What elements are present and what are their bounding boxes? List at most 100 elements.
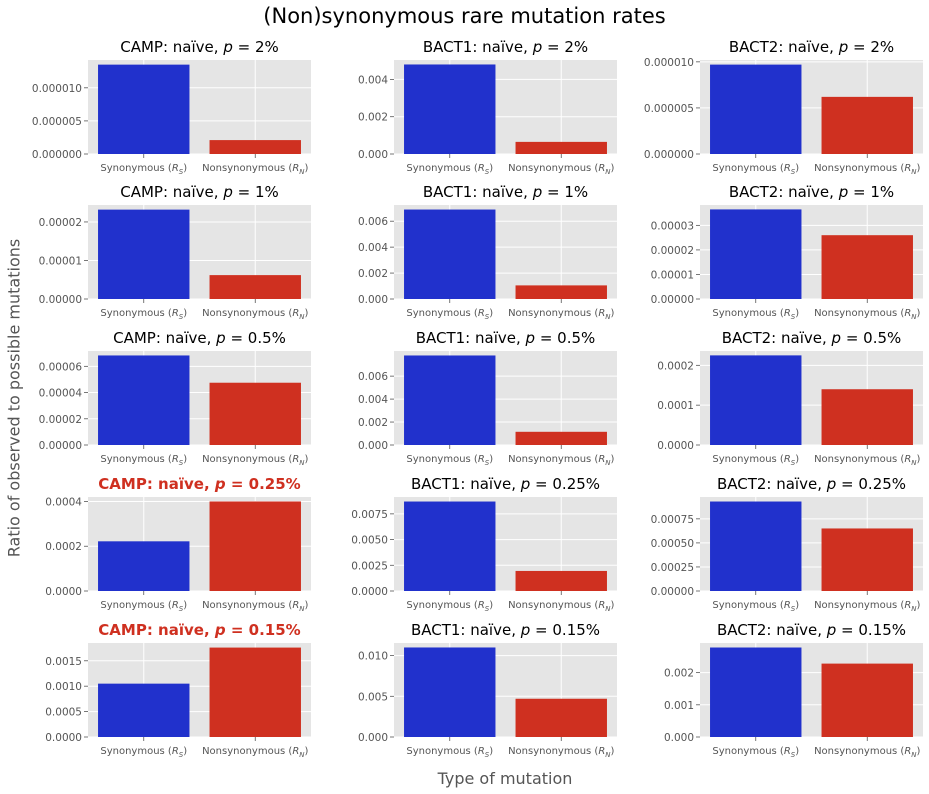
x-tick-label: Synonymous (RS) xyxy=(406,308,493,321)
y-tick-label: 0.0001 xyxy=(657,400,694,412)
x-tick-label: Nonsynonymous (RN) xyxy=(814,163,920,176)
x-tick-label: Synonymous (RS) xyxy=(406,600,493,613)
y-tick-label: 0.00000 xyxy=(651,586,694,598)
bar-nonsynonymous xyxy=(209,275,301,299)
y-tick-label: 0.00002 xyxy=(39,414,82,426)
x-tick-label: Nonsynonymous (RN) xyxy=(202,163,308,176)
x-tick-label: Nonsynonymous (RN) xyxy=(814,454,920,467)
x-tick-label: Synonymous (RS) xyxy=(100,163,187,176)
subplot-title: CAMP: naïve, p = 1% xyxy=(120,183,279,201)
subplot-camp-0-15pct: 0.0000 0.0005 0.0010 0.0015 Synonymous (RS) N… xyxy=(45,621,311,759)
x-tick-label: Synonymous (RS) xyxy=(712,454,799,467)
subplot-title: BACT1: naïve, p = 0.5% xyxy=(416,329,596,347)
bar-synonymous xyxy=(404,501,496,591)
subplot-bact1-1pct: 0.000 0.002 0.004 0.006 Synonymous (RS) Nonsy… xyxy=(358,183,617,321)
y-tick-label: 0.002 xyxy=(358,417,388,429)
bar-nonsynonymous xyxy=(515,698,607,737)
bar-synonymous xyxy=(710,355,802,445)
y-tick-label: 0.0000 xyxy=(351,586,388,598)
x-tick-label: Nonsynonymous (RN) xyxy=(508,308,614,321)
bar-synonymous xyxy=(710,647,802,737)
subplot-bact2-0-15pct: 0.000 0.001 0.002 Synonymous (RS) Nonsynonym… xyxy=(664,621,923,759)
bar-synonymous xyxy=(98,64,190,154)
bar-synonymous xyxy=(98,541,190,591)
y-tick-label: 0.0050 xyxy=(351,535,388,547)
subplot-title: BACT1: naïve, p = 0.15% xyxy=(411,621,600,639)
figure-title: (Non)synonymous rare mutation rates xyxy=(263,4,666,28)
x-tick-label: Synonymous (RS) xyxy=(406,454,493,467)
y-tick-label: 0.0002 xyxy=(45,541,82,553)
y-tick-label: 0.002 xyxy=(664,668,694,680)
y-tick-label: 0.004 xyxy=(358,74,388,86)
bar-nonsynonymous xyxy=(209,501,301,591)
x-tick-label: Nonsynonymous (RN) xyxy=(202,600,308,613)
y-tick-label: 0.00003 xyxy=(651,220,694,232)
x-tick-label: Synonymous (RS) xyxy=(712,163,799,176)
y-tick-label: 0.00004 xyxy=(39,388,83,400)
y-tick-label: 0.0015 xyxy=(45,656,82,668)
bar-nonsynonymous xyxy=(209,140,301,154)
y-tick-label: 0.00000 xyxy=(39,294,82,306)
y-tick-label: 0.006 xyxy=(358,371,388,383)
y-tick-label: 0.001 xyxy=(664,700,694,712)
subplot-bact2-2pct: 0.000000 0.000005 0.000010 Synonymous (RS) N… xyxy=(644,38,923,176)
y-tick-label: 0.0000 xyxy=(45,732,82,744)
y-tick-label: 0.000 xyxy=(358,149,388,161)
subplot-bact2-0-25pct: 0.00000 0.00025 0.00050 0.00075 Synonymous (… xyxy=(651,475,923,613)
y-tick-label: 0.000005 xyxy=(644,103,694,115)
x-tick-label: Nonsynonymous (RN) xyxy=(202,308,308,321)
y-tick-label: 0.000 xyxy=(358,440,388,452)
y-tick-label: 0.0075 xyxy=(351,509,388,521)
subplot-title: BACT2: naïve, p = 2% xyxy=(729,38,894,56)
x-tick-label: Synonymous (RS) xyxy=(100,600,187,613)
y-tick-label: 0.000005 xyxy=(32,116,82,128)
subplot-bact2-1pct: 0.00000 0.00001 0.00002 0.00003 Synonymous (… xyxy=(651,183,923,321)
x-tick-label: Synonymous (RS) xyxy=(406,163,493,176)
y-tick-label: 0.00050 xyxy=(651,538,694,550)
y-tick-label: 0.00001 xyxy=(39,255,82,267)
bar-synonymous xyxy=(404,647,496,737)
y-tick-label: 0.00075 xyxy=(651,514,694,526)
y-tick-label: 0.00025 xyxy=(651,562,694,574)
bar-nonsynonymous xyxy=(821,389,913,445)
subplot-camp-0-25pct: 0.0000 0.0002 0.0004 Synonymous (RS) Nonsyno… xyxy=(45,475,311,613)
subplot-title: BACT2: naïve, p = 0.25% xyxy=(717,475,906,493)
y-tick-label: 0.000000 xyxy=(644,149,694,161)
bar-nonsynonymous xyxy=(515,570,607,591)
y-tick-label: 0.0010 xyxy=(45,681,82,693)
subplot-bact1-0-25pct: 0.0000 0.0025 0.0050 0.0075 Synonymous (RS) N… xyxy=(351,475,617,613)
subplot-bact1-2pct: 0.000 0.002 0.004 Synonymous (RS) Nonsynonym… xyxy=(358,38,617,176)
y-tick-label: 0.0004 xyxy=(45,496,82,508)
bar-synonymous xyxy=(404,64,496,154)
subplot-camp-0-5pct: 0.00000 0.00002 0.00004 0.00006 Synonymous (… xyxy=(39,329,311,467)
x-tick-label: Synonymous (RS) xyxy=(712,308,799,321)
bar-nonsynonymous xyxy=(821,528,913,591)
y-tick-label: 0.0005 xyxy=(45,707,82,719)
x-tick-label: Synonymous (RS) xyxy=(100,746,187,759)
x-tick-label: Synonymous (RS) xyxy=(712,600,799,613)
y-tick-label: 0.000 xyxy=(358,294,388,306)
subplot-title: BACT1: naïve, p = 1% xyxy=(423,183,588,201)
x-tick-label: Nonsynonymous (RN) xyxy=(202,454,308,467)
x-tick-label: Synonymous (RS) xyxy=(100,308,187,321)
y-tick-label: 0.004 xyxy=(358,394,388,406)
bar-nonsynonymous xyxy=(515,285,607,299)
y-tick-label: 0.006 xyxy=(358,216,388,228)
bar-synonymous xyxy=(404,355,496,445)
bar-nonsynonymous xyxy=(821,235,913,299)
y-tick-label: 0.00002 xyxy=(651,245,694,257)
subplot-title: CAMP: naïve, p = 2% xyxy=(120,38,279,56)
x-tick-label: Nonsynonymous (RN) xyxy=(814,308,920,321)
subplot-title: BACT1: naïve, p = 2% xyxy=(423,38,588,56)
bar-nonsynonymous xyxy=(515,141,607,154)
bar-synonymous xyxy=(98,683,190,737)
bar-synonymous xyxy=(710,64,802,154)
subplot-title: BACT1: naïve, p = 0.25% xyxy=(411,475,600,493)
bar-nonsynonymous xyxy=(821,663,913,737)
subplot-bact2-0-5pct: 0.0000 0.0001 0.0002 Synonymous (RS) Nonsyno… xyxy=(657,329,923,467)
y-tick-label: 0.002 xyxy=(358,112,388,124)
y-tick-label: 0.010 xyxy=(358,651,388,663)
y-tick-label: 0.000 xyxy=(358,732,388,744)
x-tick-label: Nonsynonymous (RN) xyxy=(202,746,308,759)
